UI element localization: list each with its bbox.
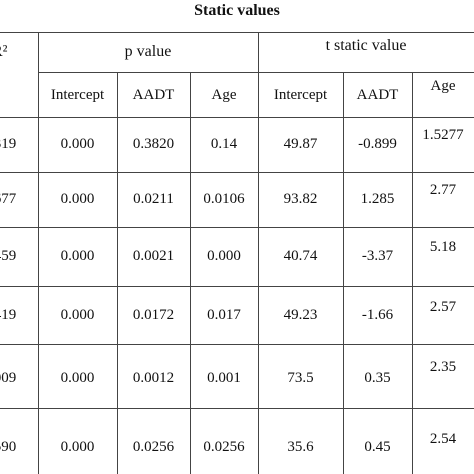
cell-r2: .419 [0,307,17,323]
cell-p-aadt: 0.3820 [132,136,175,152]
subheader-p-intercept: Intercept [50,87,105,103]
cell-p-aadt: 0.0172 [132,307,175,323]
cell-p-age: 0.017 [207,307,241,323]
cell-r2: .590 [0,439,17,455]
cell-p-age: 0.0106 [203,191,245,207]
header-r2: R² [0,43,8,60]
cell-p-intercept: 0.000 [60,136,95,152]
cell-t-age: 1.5277 [422,127,464,143]
cell-t-intercept: 49.87 [283,136,318,152]
cell-p-intercept: 0.000 [60,307,95,323]
cell-t-aadt: -3.37 [361,248,394,264]
cell-t-age: 2.57 [429,299,457,315]
cell-t-intercept: 40.74 [283,248,318,264]
cell-t-intercept: 35.6 [287,439,314,455]
table-rule [343,72,344,474]
table-rule [0,408,474,409]
cell-r2: .319 [0,136,17,152]
cell-t-intercept: 93.82 [283,191,318,207]
table-rule [0,344,474,345]
cell-p-aadt: 0.0211 [133,191,174,207]
subheader-t-aadt: AADT [356,87,399,103]
cell-p-intercept: 0.000 [60,191,95,207]
cell-p-intercept: 0.000 [60,439,95,455]
table-rule [0,32,474,33]
cell-r2: .677 [0,191,17,207]
cell-t-age: 5.18 [429,239,457,255]
cell-p-age: 0.001 [207,370,241,386]
table-rule [0,117,474,118]
table-rule [0,227,474,228]
cell-p-aadt: 0.0256 [132,439,175,455]
cell-t-aadt: -1.66 [361,307,394,323]
cell-p-age: 0.0256 [203,439,245,455]
table-rule [190,72,191,474]
subheader-p-age: Age [211,87,237,103]
cell-p-intercept: 0.000 [60,370,95,386]
table-rule [0,286,474,287]
cell-p-aadt: 0.0012 [132,370,175,386]
table-rule [258,32,259,474]
cell-t-age: 2.35 [429,359,457,375]
table-rule [38,32,39,474]
cell-t-aadt: 1.285 [360,191,395,207]
cell-p-age: 0.14 [210,136,238,152]
cell-t-age: 2.54 [429,431,457,447]
cell-p-intercept: 0.000 [60,248,95,264]
cell-t-intercept: 49.23 [283,307,318,323]
subheader-t-age: Age [430,78,456,94]
cell-t-aadt: -0.899 [358,136,397,152]
header-p-value: p value [124,43,172,60]
table-rule [412,72,413,474]
cell-t-aadt: 0.35 [364,370,391,386]
cell-r2: .009 [0,370,17,386]
cell-r2: .459 [0,248,17,264]
cell-p-age: 0.000 [207,248,241,264]
table-rule [38,72,474,73]
header-t-value: t static value [325,37,407,54]
cell-t-intercept: 73.5 [287,370,314,386]
subheader-p-aadt: AADT [132,87,175,103]
cell-p-aadt: 0.0021 [132,248,175,264]
table-rule [117,72,118,474]
subheader-t-intercept: Intercept [273,87,328,103]
cell-t-aadt: 0.45 [364,439,391,455]
cell-t-age: 2.77 [429,182,457,198]
table-title: Static values [194,2,280,19]
table-rule [0,172,474,173]
